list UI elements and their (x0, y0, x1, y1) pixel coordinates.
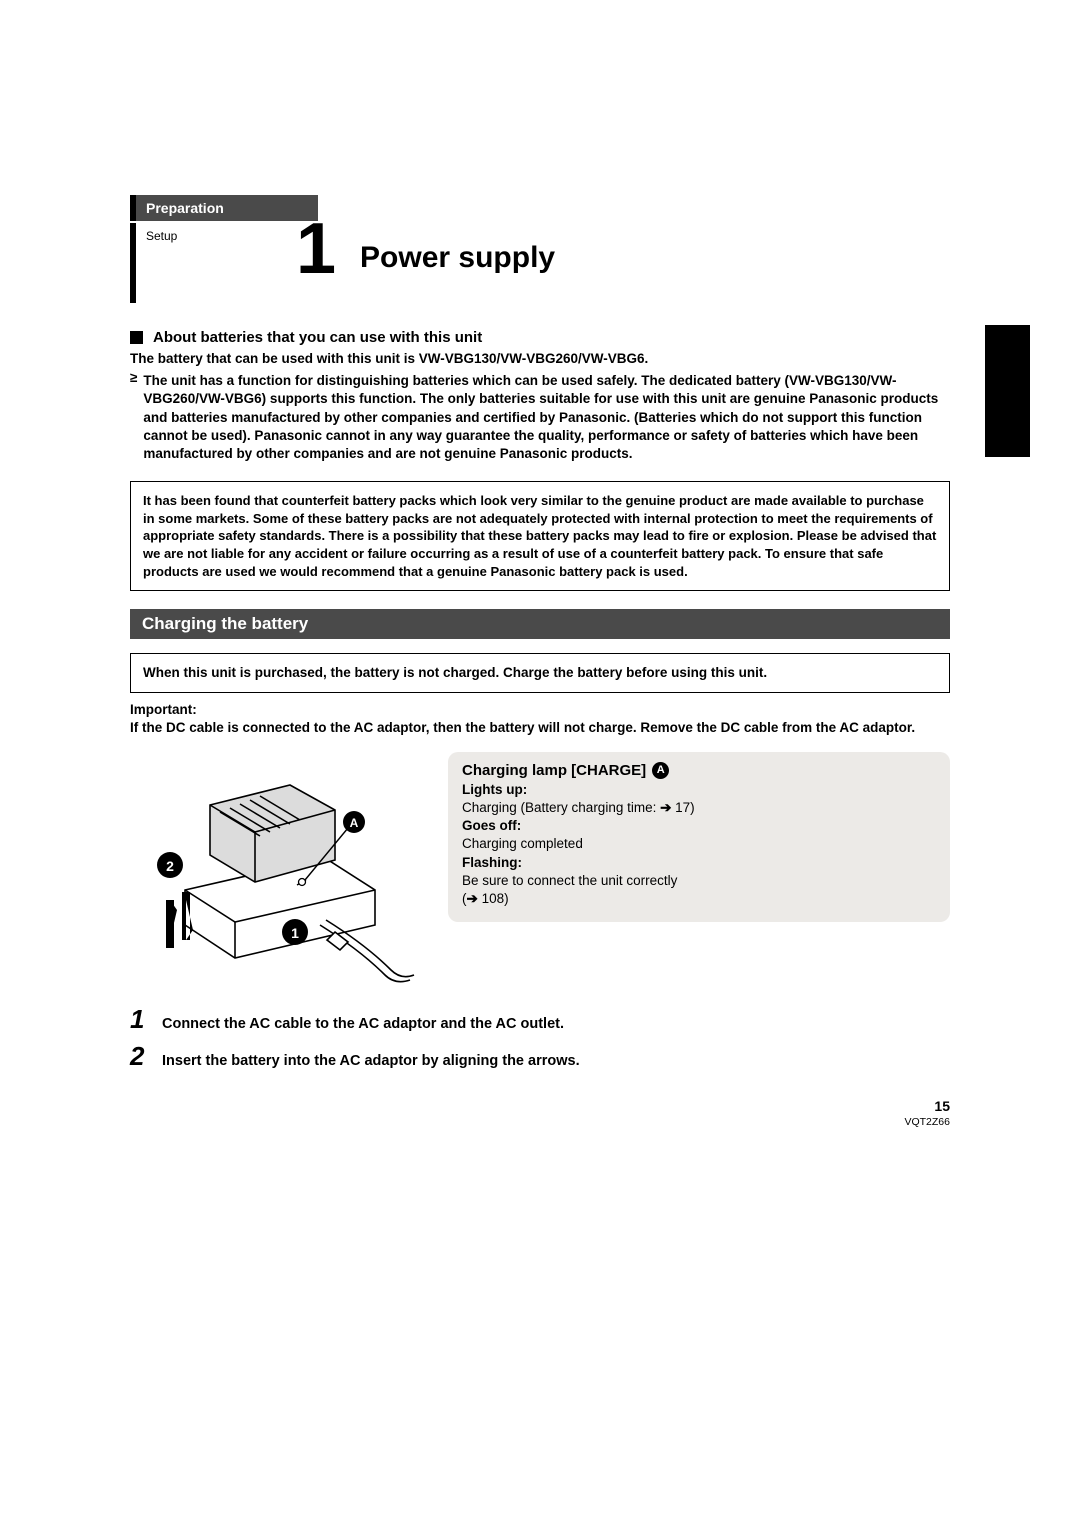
lamp-title: Charging lamp [CHARGE] A (462, 762, 936, 779)
charging-lamp-box: Charging lamp [CHARGE] A Lights up: Char… (448, 752, 950, 923)
diagram-row: A 2 1 (130, 750, 950, 990)
about-line1: The battery that can be used with this u… (130, 350, 950, 368)
lights-up-text: Charging (Battery charging time: ➔ 17) (462, 799, 936, 817)
svg-text:1: 1 (291, 925, 299, 941)
bullet-dot-icon: ≥ (130, 370, 137, 465)
step-1: 1 Connect the AC cable to the AC adaptor… (130, 1004, 950, 1035)
about-heading-text: About batteries that you can use with th… (153, 329, 482, 346)
goes-off-label: Goes off: (462, 817, 936, 835)
charging-section-bar: Charging the battery (130, 609, 950, 639)
section-number: 1 (296, 219, 336, 280)
flashing-ref: (➔ 108) (462, 890, 936, 908)
goes-off-text: Charging completed (462, 835, 936, 853)
section-title: Power supply (360, 223, 555, 275)
setup-label: Setup (146, 223, 296, 243)
step-text: Connect the AC cable to the AC adaptor a… (162, 1016, 564, 1032)
arrow-icon: ➔ (467, 891, 478, 906)
arrow-icon: ➔ (660, 800, 671, 815)
flashing-label: Flashing: (462, 854, 936, 872)
preparation-label: Preparation (136, 195, 318, 221)
doc-code: VQT2Z66 (130, 1116, 950, 1128)
steps: 1 Connect the AC cable to the AC adaptor… (130, 1004, 950, 1072)
badge-a-icon: A (652, 762, 669, 779)
step-2: 2 Insert the battery into the AC adaptor… (130, 1041, 950, 1072)
important-label: Important: (130, 702, 197, 717)
preparation-bar: Preparation (130, 195, 950, 221)
about-bullet: ≥ The unit has a function for distinguis… (130, 370, 950, 465)
step-number: 1 (130, 1004, 152, 1035)
important-text: If the DC cable is connected to the AC a… (130, 720, 915, 735)
charging-sub-box: When this unit is purchased, the battery… (130, 653, 950, 693)
square-bullet-icon (130, 331, 143, 344)
side-tab (985, 325, 1030, 457)
step-number: 2 (130, 1041, 152, 1072)
counterfeit-warning-box: It has been found that counterfeit batte… (130, 481, 950, 591)
about-bullet-text: The unit has a function for distinguishi… (143, 372, 950, 463)
charger-diagram: A 2 1 (130, 750, 430, 990)
flashing-text: Be sure to connect the unit correctly (462, 872, 936, 890)
setup-row: Setup 1 Power supply (130, 223, 950, 303)
svg-text:2: 2 (166, 858, 174, 874)
footer: 15 VQT2Z66 (130, 1098, 950, 1128)
important-block: Important: If the DC cable is connected … (130, 701, 950, 737)
svg-text:A: A (350, 816, 359, 830)
step-text: Insert the battery into the AC adaptor b… (162, 1053, 580, 1069)
lamp-title-text: Charging lamp [CHARGE] (462, 762, 646, 779)
lights-up-label: Lights up: (462, 781, 936, 799)
about-heading: About batteries that you can use with th… (130, 329, 950, 346)
page-number: 15 (130, 1098, 950, 1114)
page-content: Preparation Setup 1 Power supply About b… (130, 195, 950, 1128)
